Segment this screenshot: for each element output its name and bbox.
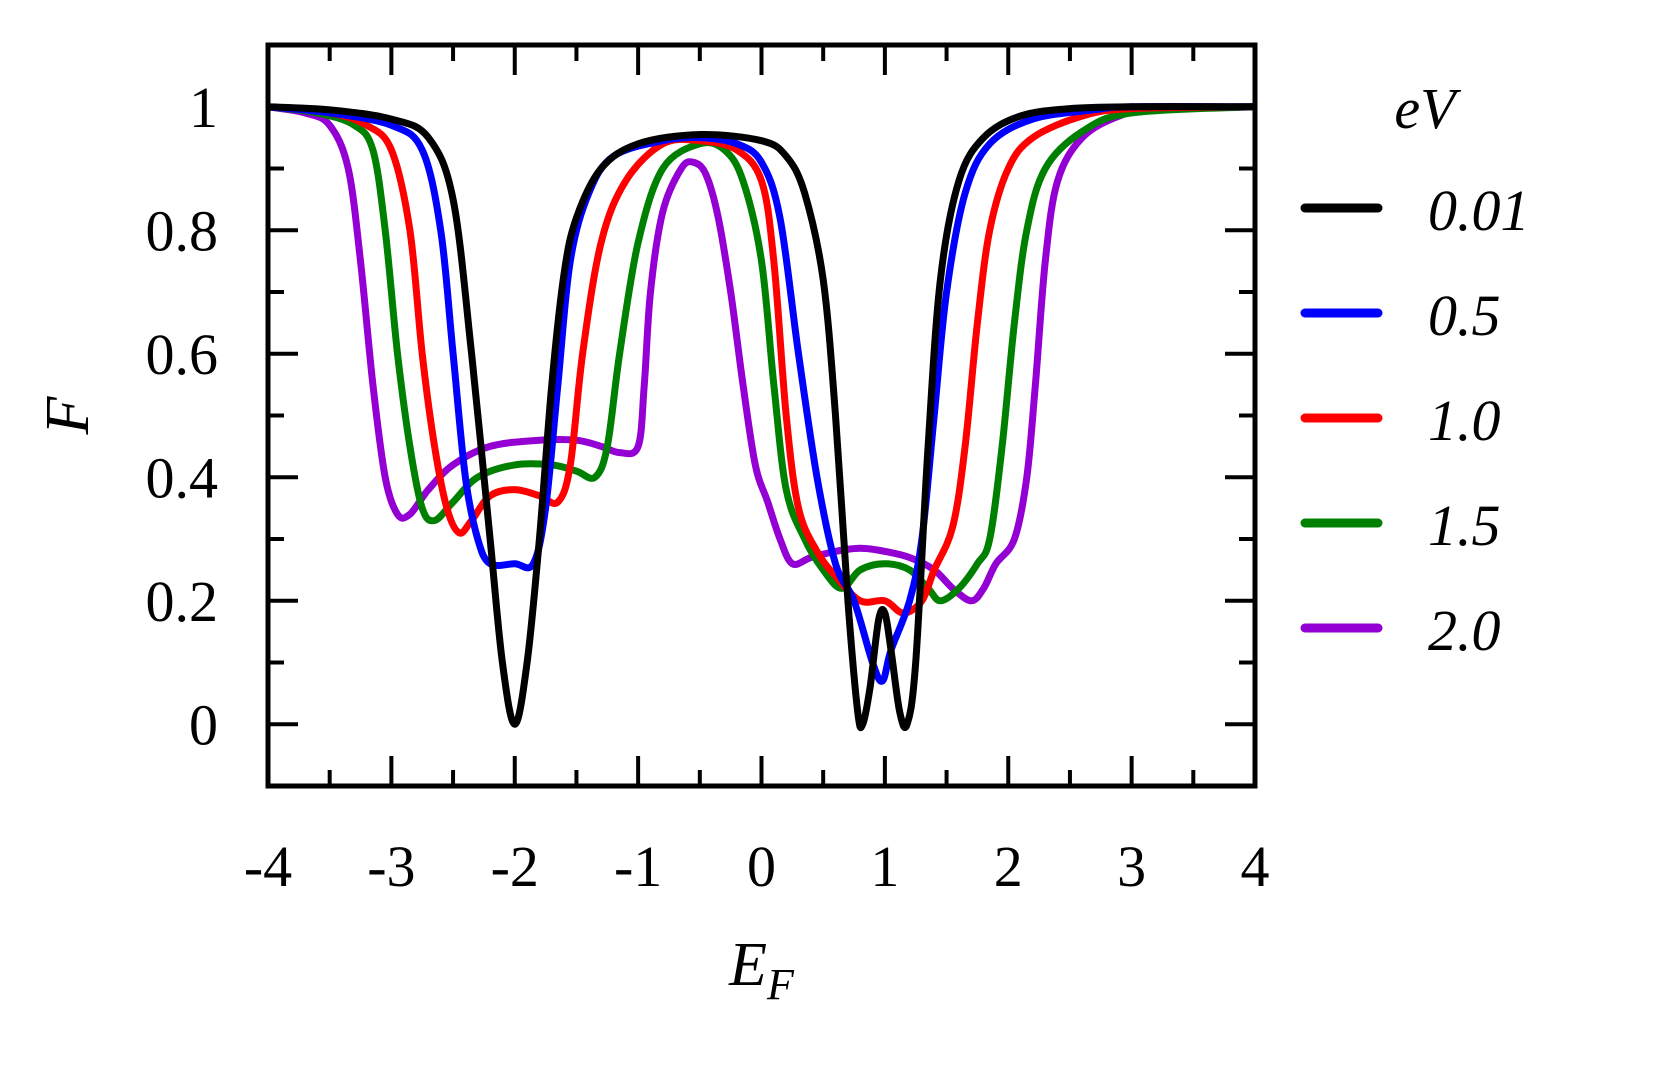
x-axis-title: EF xyxy=(728,931,795,1009)
x-tick-label: 2 xyxy=(994,834,1023,899)
x-tick-label: -4 xyxy=(244,834,292,899)
x-tick-label: 1 xyxy=(870,834,899,899)
legend-label-0.01: 0.01 xyxy=(1428,178,1530,243)
x-tick-label: 3 xyxy=(1117,834,1146,899)
y-tick-label: 0 xyxy=(189,692,218,757)
x-tick-label: -2 xyxy=(491,834,539,899)
series-layer xyxy=(268,103,1255,732)
legend-label-1.5: 1.5 xyxy=(1428,493,1501,558)
series-line-0.01 xyxy=(268,103,1255,732)
x-tick-label: -3 xyxy=(367,834,415,899)
y-tick-label: 1 xyxy=(189,75,218,140)
series-line-2.0 xyxy=(268,103,1255,605)
x-axis-title-subscript: F xyxy=(766,960,795,1009)
y-tick-label: 0.6 xyxy=(146,322,219,387)
x-tick-label: -1 xyxy=(614,834,662,899)
series-line-1.5 xyxy=(268,103,1255,605)
legend-label-2.0: 2.0 xyxy=(1428,598,1501,663)
series-line-1.0 xyxy=(268,103,1255,617)
legend-label-1.0: 1.0 xyxy=(1428,388,1501,453)
label-layer: -4 -3 -2 -1 0 1 2 3 4 0 0.2 0.4 0.6 0.8 1 xyxy=(146,75,1270,899)
x-axis-title-main: E xyxy=(728,931,767,999)
y-axis-title: F xyxy=(34,395,102,435)
tick-layer xyxy=(266,45,1257,786)
legend-title: eV xyxy=(1394,76,1462,141)
y-tick-label: 0.2 xyxy=(146,569,219,634)
legend: eV 0.01 0.5 1.0 1.5 2.0 xyxy=(1300,76,1530,663)
series-line-0.5 xyxy=(268,103,1255,685)
legend-items: 0.01 0.5 1.0 1.5 2.0 xyxy=(1300,178,1530,663)
legend-label-0.5: 0.5 xyxy=(1428,283,1501,348)
y-tick-label: 0.4 xyxy=(146,445,219,510)
y-tick-label: 0.8 xyxy=(146,198,219,263)
x-tick-label: 4 xyxy=(1241,834,1270,899)
x-tick-label: 0 xyxy=(747,834,776,899)
